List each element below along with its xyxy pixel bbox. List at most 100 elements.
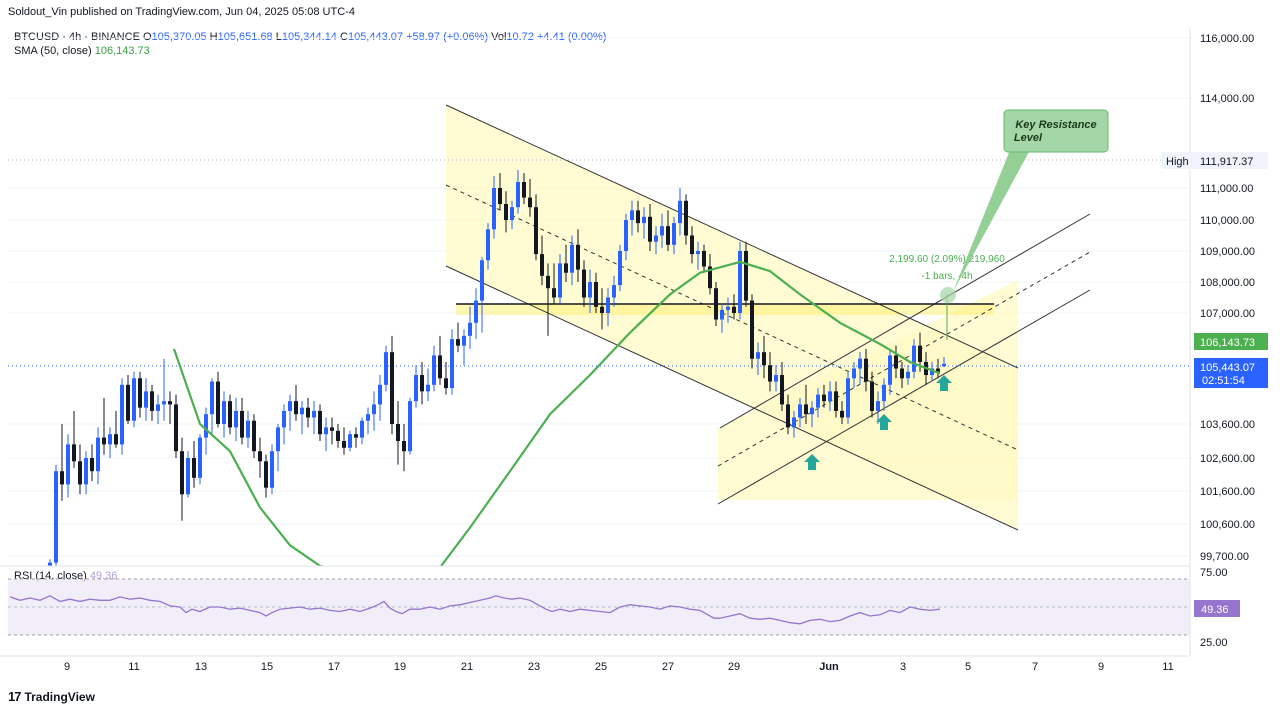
candle-body [378,384,382,405]
candle-body [420,375,424,392]
candle-body [216,381,220,424]
candle-body [564,263,568,273]
callout-text-line2: Level [1014,132,1043,144]
candle-body [702,251,706,267]
sma50-line [172,260,941,566]
candle-body [468,322,472,336]
rsi-level-lower: 25.00 [1200,637,1228,649]
candle-body [666,226,670,245]
candle-body [54,471,58,563]
time-tick-label: 7 [1032,661,1038,673]
candle-body [744,251,748,301]
candle-body [906,371,910,379]
candle-body [312,410,316,418]
candle-body [732,306,736,313]
tradingview-logo-icon: 17 [8,689,22,704]
candle-body [372,404,376,415]
ohlc-legend-row: BTCUSD · 4h · BINANCE O105,370.05 H105,6… [14,31,607,43]
price-tick-label: 109,000.00 [1200,246,1255,258]
candle-body [708,266,712,289]
candle-body [474,300,478,323]
high-value: 105,651.68 [217,31,273,43]
ascending-channel-fill [718,280,1018,500]
rsi-level-upper: 75.00 [1200,567,1228,579]
candle-body [360,420,364,438]
time-tick-label: 3 [900,661,906,673]
sma-label: SMA (50, close) [14,45,92,57]
candle-body [462,335,466,346]
candle-body [576,244,580,270]
descending-channel [445,104,1019,531]
price-axis[interactable]: 116,000.00 114,000.00 111,000.00 110,000.00… [1200,33,1255,563]
candle-body [828,391,832,402]
price-tick-label: 100,600.00 [1200,519,1255,531]
candle-body [198,437,202,478]
candle-body [738,251,742,313]
symbol-label[interactable]: BTCUSD · 4h · BINANCE [14,31,140,43]
last-price-badge: 105,443.07 02:51:54 [1194,358,1268,388]
time-axis[interactable]: 9 11 13 15 17 19 21 23 25 27 29 Jun 3 5 7 9 11 [64,661,1174,673]
candle-body [228,401,232,428]
candle-body [72,444,76,462]
rsi-axis: 75.00 25.00 49.36 [1194,567,1240,649]
time-tick-label: Jun [819,661,839,673]
rsi-value-badge: 49.36 [1201,604,1229,616]
price-tick-label: 110,000.00 [1200,215,1254,227]
candle-body [330,427,334,431]
candle-body [288,401,292,411]
candle-body [894,355,898,369]
candle-body [900,368,904,379]
close-value: 105,443.07 [347,31,404,43]
time-tick-label: 17 [328,661,340,673]
candle-body [612,285,616,298]
candle-body [858,358,862,369]
time-tick-label: 15 [261,661,273,673]
candle-body [78,461,82,485]
candle-body [618,251,622,286]
candle-body [504,204,508,220]
candle-body [534,207,538,255]
sma-legend-row[interactable]: SMA (50, close) 106,143.73 [14,44,606,58]
candle-body [210,381,214,415]
time-tick-label: 21 [461,661,473,673]
time-tick-label: 29 [728,661,740,673]
high-label: High [1166,156,1189,168]
last-price-value: 105,443.07 [1200,362,1255,374]
candle-body [582,269,586,298]
candle-body [114,434,118,445]
candle-body [84,458,88,485]
measure-bars-label: -1 bars, -4h [921,271,972,282]
candle-body [846,378,850,418]
candle-body [936,368,940,372]
candle-body [408,401,412,452]
candle-body [834,391,838,411]
candle-body [792,417,796,428]
sma-badge: 106,143.73 [1194,333,1268,350]
price-tick-label: 116,000.00 [1200,33,1254,45]
candle-body [540,254,544,276]
time-tick-label: 11 [128,661,139,673]
candle-body [366,414,370,421]
candle-body [876,401,880,411]
candle-body [306,407,310,418]
measure-label: 2,199.60 (2.09%) 219,960 [889,254,1005,265]
candle-body [510,207,514,220]
candle-body [336,430,340,441]
candle-body [720,309,724,320]
candle-body [486,229,490,261]
candle-body [252,420,256,452]
rsi-line [9,595,941,625]
price-tick-label: 103,600.00 [1200,419,1255,431]
key-resistance-callout[interactable]: Key Resistance Level [940,109,1109,303]
sma-badge-value: 106,143.73 [1200,337,1255,349]
publisher-header: Soldout_Vin published on TradingView.com… [8,6,355,18]
candle-body [162,401,166,405]
brand-label: TradingView [24,689,95,704]
candle-body [762,352,766,366]
candle-body [768,365,772,382]
tradingview-footer[interactable]: 17 TradingView [8,689,95,704]
price-tick-label: 107,000.00 [1200,308,1255,320]
candle-body [654,235,658,242]
time-tick-label: 23 [528,661,540,673]
